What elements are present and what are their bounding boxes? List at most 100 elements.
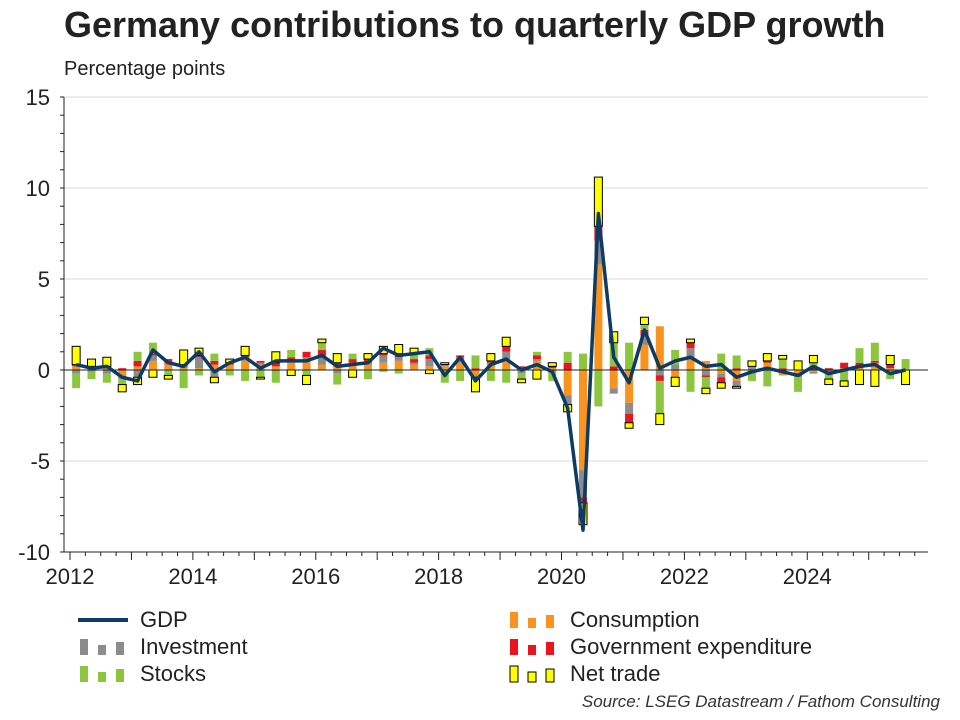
bar-government-expenditure — [348, 359, 357, 363]
legend-investment-label: Investment — [140, 634, 248, 659]
bar-stocks — [271, 371, 280, 383]
bar-stocks — [333, 373, 342, 385]
bar-net-trade — [470, 376, 480, 393]
bar-investment — [410, 362, 419, 365]
y-tick-label: -10 — [18, 540, 50, 565]
bar-stocks — [548, 371, 557, 381]
bar-stocks — [379, 370, 388, 372]
bar-consumption — [763, 362, 772, 370]
bar-net-trade — [639, 316, 649, 326]
bar-investment — [425, 359, 434, 367]
bar-consumption — [486, 364, 495, 370]
bar-stocks — [133, 351, 142, 361]
bar-net-trade — [209, 376, 219, 384]
bar-net-trade — [762, 353, 772, 362]
bar-stocks — [363, 370, 372, 380]
bar-stocks — [348, 353, 357, 360]
bar-net-trade — [317, 338, 327, 344]
bar-net-trade — [440, 362, 450, 366]
bar-investment — [717, 373, 726, 378]
bar-stocks — [579, 353, 588, 370]
bar-investment — [72, 370, 81, 374]
bar-stocks — [210, 353, 219, 361]
bar-government-expenditure — [502, 346, 511, 352]
bar-investment — [440, 364, 449, 367]
bar-government-expenditure — [195, 355, 204, 358]
bar-investment — [579, 470, 588, 498]
bar-consumption — [425, 366, 434, 370]
bar-investment — [394, 357, 403, 361]
bar-government-expenditure — [609, 366, 618, 370]
bar-investment — [532, 359, 541, 361]
bar-stocks — [855, 348, 864, 363]
bar-net-trade — [686, 338, 696, 344]
bar-net-trade — [486, 353, 496, 362]
bar-consumption — [456, 362, 465, 370]
bar-net-trade — [348, 369, 358, 378]
bar-stocks — [732, 355, 741, 369]
bar-stocks — [532, 351, 541, 356]
bar-stocks — [778, 359, 787, 369]
bar-consumption — [164, 364, 173, 370]
bar-consumption — [686, 359, 695, 370]
y-tick-label: 10 — [26, 176, 50, 201]
legend-consumption-label: Consumption — [570, 607, 700, 632]
bar-stocks — [671, 349, 680, 365]
legend-government-label: Government expenditure — [570, 634, 813, 659]
bar-stocks — [594, 370, 603, 407]
bar-net-trade — [701, 387, 711, 395]
bar-consumption — [671, 370, 680, 378]
bar-stocks — [87, 371, 96, 380]
bar-government-expenditure — [532, 355, 541, 360]
bar-net-trade — [854, 369, 864, 386]
bar-government-expenditure — [379, 353, 388, 356]
bar-stocks — [502, 370, 511, 383]
bar-government-expenditure — [548, 366, 557, 369]
bar-consumption — [502, 359, 511, 370]
bar-government-expenditure — [256, 360, 265, 363]
bar-consumption — [471, 370, 480, 376]
bar-government-expenditure — [118, 368, 127, 370]
bar-stocks — [456, 370, 465, 381]
bar-investment — [747, 366, 756, 370]
bar-net-trade — [148, 369, 158, 378]
bar-investment — [809, 371, 818, 374]
bar-investment — [271, 370, 280, 372]
legend-gdp: GDP — [78, 607, 188, 633]
bar-government-expenditure — [809, 368, 818, 370]
bar-government-expenditure — [732, 368, 741, 370]
bar-net-trade — [532, 369, 542, 380]
bar-net-trade — [624, 422, 634, 429]
bar-consumption — [563, 370, 572, 396]
bar-government-expenditure — [317, 349, 326, 358]
bar-investment — [609, 388, 618, 394]
legend-government-swatch-icon — [508, 636, 558, 658]
legend-gdp-line-icon — [78, 609, 128, 631]
bar-net-trade — [286, 369, 296, 376]
x-tick-label: 2012 — [46, 564, 95, 589]
bar-government-expenditure — [471, 368, 480, 370]
bar-stocks — [72, 373, 81, 389]
bar-stocks — [241, 370, 250, 381]
bar-consumption — [363, 364, 372, 370]
y-tick-label: 5 — [38, 267, 50, 292]
bar-government-expenditure — [287, 357, 296, 361]
bar-stocks — [824, 373, 833, 380]
legend-stocks-swatch-icon — [78, 663, 128, 685]
bar-consumption — [72, 366, 81, 370]
bar-consumption — [809, 370, 818, 372]
bar-investment — [317, 357, 326, 365]
y-tick-label: -5 — [30, 449, 50, 474]
legend-gdp-label: GDP — [140, 607, 188, 632]
bar-net-trade — [747, 360, 757, 367]
bar-government-expenditure — [271, 362, 280, 367]
bar-net-trade — [793, 360, 803, 371]
bar-government-expenditure — [148, 353, 157, 356]
bar-consumption — [317, 364, 326, 370]
bar-consumption — [179, 368, 188, 370]
bar-investment — [701, 370, 710, 376]
x-tick-label: 2014 — [168, 564, 217, 589]
bar-government-expenditure — [701, 375, 710, 378]
bar-investment — [671, 364, 680, 370]
